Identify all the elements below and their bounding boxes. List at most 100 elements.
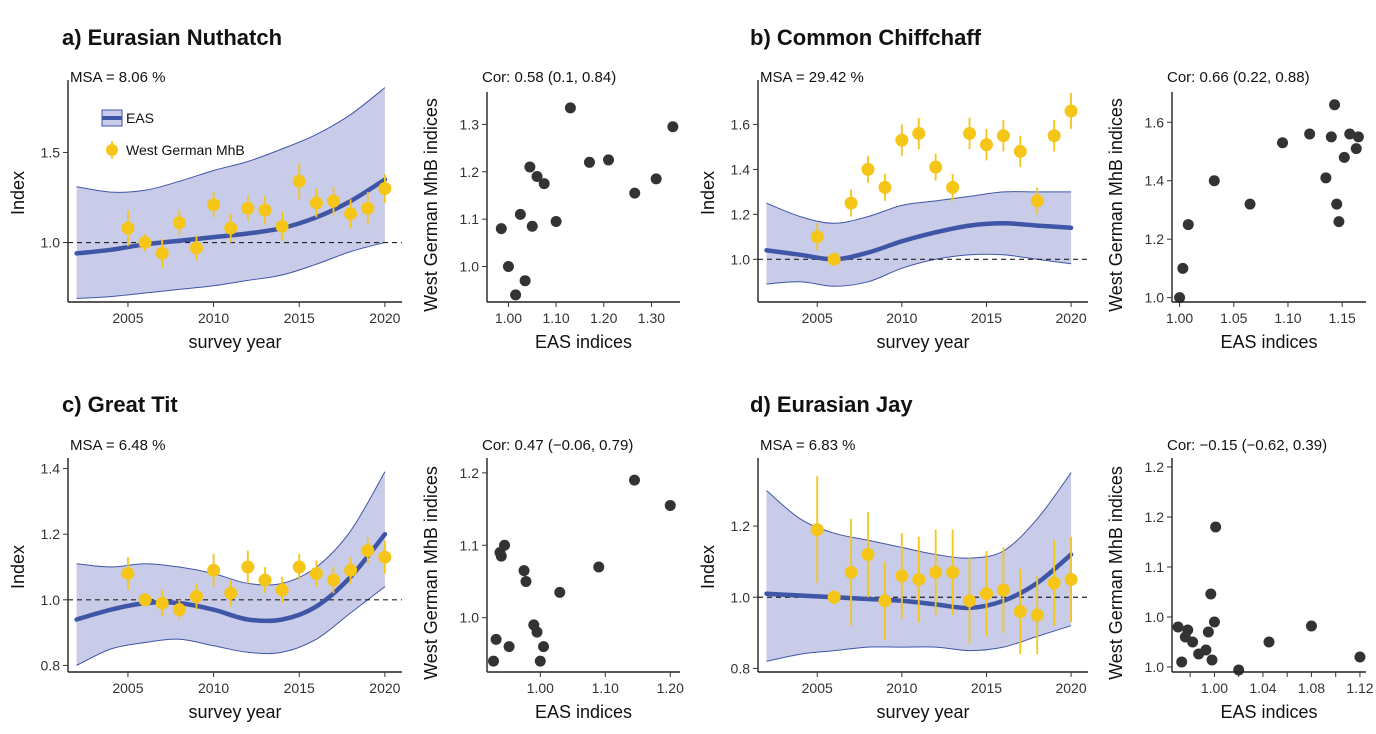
panel-b-cor: Cor: 0.66 (0.22, 0.88) 1.00 1.05 1.10 1.15 1.… (1106, 69, 1366, 352)
eas-trend-line (74, 531, 388, 624)
mhb-point (929, 160, 943, 174)
scatter-point (1304, 128, 1316, 140)
x-tick-label: 2010 (886, 680, 917, 696)
mhb-point (1064, 104, 1078, 118)
scatter-point (495, 223, 507, 235)
scatter-point (1210, 521, 1222, 533)
mhb-point (326, 573, 340, 587)
mhb-point (138, 236, 152, 250)
panel-title: b) Common Chiffchaff (750, 25, 982, 50)
scatter-point (1206, 654, 1218, 666)
x-tick-label: 1.05 (1220, 310, 1247, 326)
correlation-label: Cor: 0.47 (−0.06, 0.79) (482, 437, 633, 454)
scatter-point (1333, 216, 1345, 228)
y-tick-label: 0.8 (41, 657, 61, 673)
mhb-point (275, 583, 289, 597)
x-tick-label: 1.10 (592, 680, 619, 696)
x-tick-label: 2015 (284, 310, 315, 326)
mhb-point (878, 594, 892, 608)
y-axis-label: West German MhB indices (421, 98, 441, 312)
mhb-point (878, 180, 892, 194)
mhb-point (827, 252, 841, 266)
y-tick-label: 1.2 (731, 518, 751, 534)
y-tick-label: 1.0 (1145, 290, 1165, 306)
y-axis-label: Index (698, 545, 718, 589)
x-tick-label: 1.00 (1166, 310, 1193, 326)
mhb-point (378, 181, 392, 195)
mhb-point (946, 565, 960, 579)
mhb-point (207, 198, 221, 212)
y-tick-label: 1.0 (731, 251, 751, 267)
mhb-point (1047, 129, 1061, 143)
eas-band-lower (76, 242, 386, 299)
mhb-point (292, 174, 306, 188)
mhb-point (912, 126, 926, 140)
panel-title: a) Eurasian Nuthatch (62, 25, 282, 50)
y-tick-label: 1.2 (1145, 509, 1165, 525)
scatter-point (1200, 644, 1212, 656)
mhb-point (224, 586, 238, 600)
eas-band-lower (76, 586, 386, 666)
x-tick-label: 1.08 (1298, 680, 1325, 696)
scatter-point (1325, 131, 1337, 143)
x-axis-label: EAS indices (1220, 702, 1317, 722)
legend-mhb-swatch-point (106, 144, 118, 156)
scatter-point (1208, 175, 1220, 187)
scatter-point (1350, 143, 1362, 155)
scatter-point (667, 121, 679, 133)
mhb-point (258, 203, 272, 217)
y-tick-label: 1.0 (41, 592, 61, 608)
scatter-point (502, 260, 514, 272)
panel-c-cor: Cor: 0.47 (−0.06, 0.79) 1.00 1.10 1.20 1.0 1.… (421, 437, 684, 722)
mhb-point (292, 560, 306, 574)
scatter-point (1177, 262, 1189, 274)
mhb-point (1030, 608, 1044, 622)
mhb-point (1013, 144, 1027, 158)
mhb-point (326, 194, 340, 208)
x-tick-label: 2015 (971, 310, 1002, 326)
mhb-point (189, 590, 203, 604)
mhb-point (979, 587, 993, 601)
y-tick-label: 1.2 (460, 164, 480, 180)
eas-confidence-band (76, 471, 385, 666)
scatter-point (538, 641, 550, 653)
mhb-point (810, 523, 824, 537)
panel-c: c) Great Tit MSA = 6.48 % 2005 2010 2015 2020… (8, 392, 402, 722)
mhb-point (1064, 572, 1078, 586)
scatter-point (1354, 651, 1366, 663)
mhb-point (155, 246, 169, 260)
scatter-point (1352, 131, 1364, 143)
scatter-point (531, 171, 543, 183)
mhb-point (946, 180, 960, 194)
x-axis-label: survey year (188, 332, 281, 352)
mhb-point (963, 126, 977, 140)
mhb-point (844, 196, 858, 210)
x-axis-label: EAS indices (535, 702, 632, 722)
scatter-point (534, 655, 546, 667)
y-tick-label: 1.2 (41, 526, 61, 542)
panel-b: b) Common Chiffchaff MSA = 29.42 % 2005 201… (698, 25, 1088, 352)
mhb-point (275, 219, 289, 233)
y-tick-label: 1.2 (460, 465, 480, 481)
y-tick-label: 1.2 (1145, 459, 1165, 475)
y-tick-label: 1.6 (731, 116, 751, 132)
y-tick-label: 1.5 (41, 144, 61, 160)
scatter-point (503, 641, 515, 653)
y-tick-label: 1.4 (1145, 173, 1165, 189)
mhb-point (929, 565, 943, 579)
panel-a-cor: Cor: 0.58 (0.1, 0.84) 1.00 1.10 1.20 1.30 1.0… (421, 69, 680, 352)
y-tick-label: 0.8 (731, 660, 751, 676)
scatter-point (629, 187, 641, 199)
scatter-point (1202, 626, 1214, 638)
y-tick-label: 1.3 (460, 116, 480, 132)
y-tick-label: 1.1 (1145, 559, 1165, 575)
scatter-point (487, 655, 499, 667)
scatter-point (1263, 636, 1275, 648)
x-tick-label: 2020 (1055, 310, 1086, 326)
msa-label: MSA = 8.06 % (70, 69, 165, 86)
mhb-point (895, 133, 909, 147)
scatter-point (550, 215, 562, 227)
scatter-point (554, 586, 566, 598)
x-tick-label: 1.00 (1201, 680, 1228, 696)
mhb-point (996, 583, 1010, 597)
